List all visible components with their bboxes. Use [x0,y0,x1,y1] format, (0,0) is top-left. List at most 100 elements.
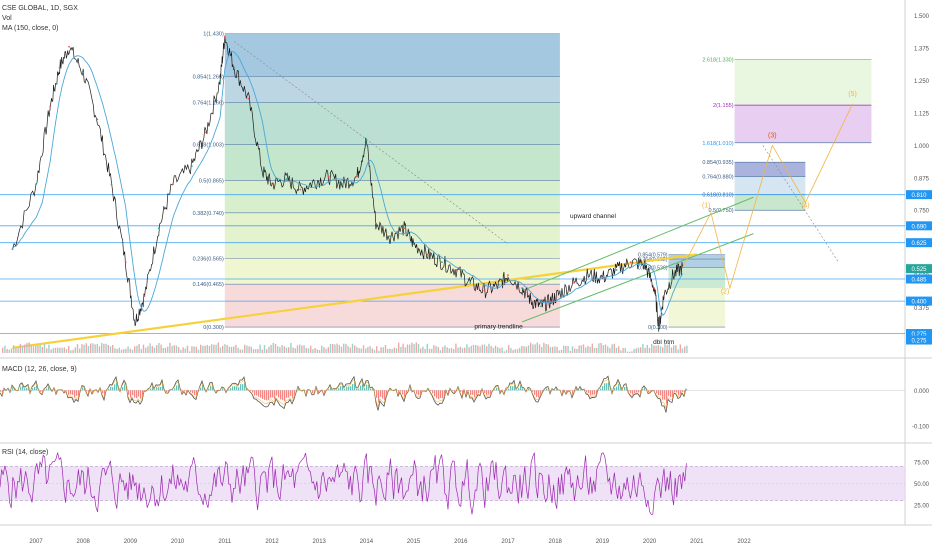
volume-bar [336,344,337,353]
volume-bar [554,346,555,353]
volume-bar [506,350,507,353]
macd-hist-bar [44,389,45,390]
price-point [469,282,471,284]
volume-bar [185,348,186,353]
volume-bar [429,349,430,353]
macd-hist-bar [12,387,13,390]
price-point [205,131,207,133]
macd-hist-bar [110,387,111,391]
ma-label: MA (150, close, 0) [2,24,58,33]
volume-bar [174,345,175,353]
macd-hist-bar [486,390,487,395]
volume-bar [213,345,214,353]
macd-hist-bar [254,390,255,395]
macd-hist-bar [592,390,593,394]
rsi-tick-label: 75.00 [914,461,930,467]
price-point [111,183,113,185]
volume-bar [4,346,5,353]
volume-bar [411,343,412,353]
price-tick-label: 1.250 [914,79,930,85]
macd-hist-bar [34,387,35,391]
macd-hist-bar [660,390,661,395]
volume-bar [460,347,461,353]
macd-hist-bar [636,390,637,392]
volume-bar [57,348,58,353]
volume-bar [211,344,212,353]
volume-bar [633,349,634,353]
volume-bar [334,344,335,353]
volume-bar [119,348,120,353]
volume-bar [145,348,146,353]
price-point [49,106,51,108]
price-point [531,300,533,302]
macd-hist-bar [534,390,535,394]
price-point [134,321,136,323]
macd-hist-bar [472,390,473,394]
fib-level-label: 0.382(0.740) [193,211,224,217]
volume-bar [517,349,518,353]
macd-hist-bar [76,390,77,395]
volume-bar [380,347,381,353]
fib-ext-label: 2(1.155) [713,103,734,109]
volume-bar [574,348,575,353]
macd-hist-bar [238,387,239,390]
price-badge-label: 0.525 [911,267,927,273]
macd-hist-bar [488,390,489,394]
volume-bar [627,352,628,353]
macd-hist-bar [508,389,509,391]
macd-hist-bar [114,384,115,390]
price-point [248,98,250,100]
volume-bar [138,344,139,353]
macd-hist-bar [586,390,587,392]
macd-hist-bar [358,389,359,391]
volume-bar [457,348,458,353]
macd-hist-bar [474,390,475,397]
price-badge-label: 0.690 [911,224,927,230]
volume-bar [479,347,480,353]
volume-bar [374,350,375,353]
volume-bar [288,347,289,353]
volume-bar [270,345,271,353]
volume-bar [310,346,311,353]
macd-hist-bar [150,389,151,391]
volume-bar [275,344,276,353]
volume-bar [576,349,577,353]
price-point [427,253,429,255]
volume-bar [358,348,359,353]
fib-level-label: 0(0.300) [203,325,224,331]
macd-hist-bar [416,390,417,394]
macd-hist-bar [348,386,349,390]
volume-bar [594,348,595,353]
volume-bar [321,346,322,353]
volume-bar [323,347,324,353]
macd-hist-bar [158,387,159,390]
volume-bar [264,345,265,353]
macd-hist-bar [102,390,103,393]
volume-bar [303,345,304,353]
price-point [96,118,98,120]
macd-hist-bar [682,390,683,392]
macd-hist-bar [40,390,41,392]
price-point [271,183,273,185]
wave-label: (1) [702,203,711,210]
macd-hist-bar [476,390,477,395]
volume-bar [81,344,82,353]
volume-bar [616,348,617,353]
macd-hist-bar [232,386,233,390]
price-point [403,228,405,230]
volume-bar [268,347,269,353]
volume-bar [237,348,238,353]
volume-bar [592,344,593,353]
volume-bar [314,348,315,353]
volume-bar [666,345,667,353]
volume-bar [233,346,234,353]
volume-bar [231,347,232,353]
macd-hist-bar [536,390,537,397]
macd-hist-bar [496,388,497,391]
volume-bar [620,350,621,353]
macd-hist-bar [436,390,437,398]
volume-bar [497,347,498,353]
volume-bar [398,343,399,353]
price-point [616,269,618,271]
